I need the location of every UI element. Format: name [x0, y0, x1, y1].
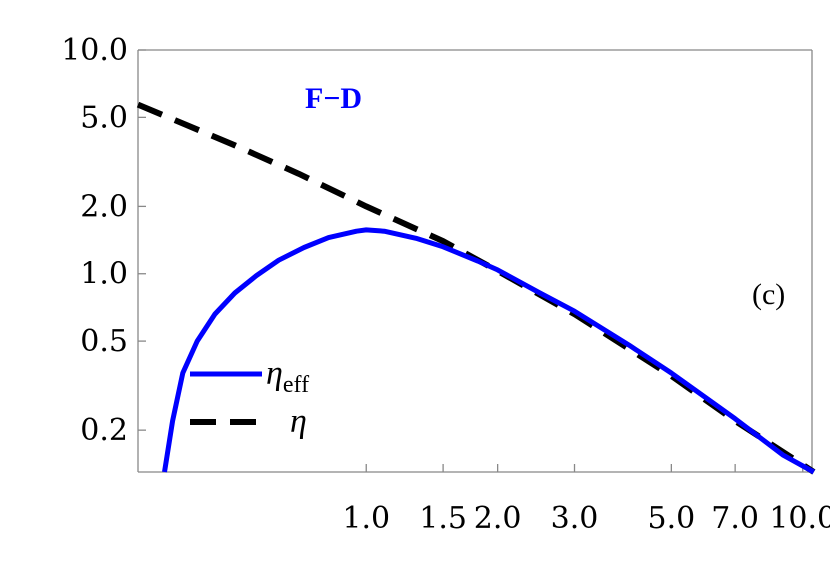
- legend-label-eta-eff: ηeff: [266, 355, 309, 398]
- series-layer: [136, 101, 816, 475]
- chart-title: F−D: [305, 82, 362, 115]
- x-tick-label: 5.0: [647, 501, 695, 536]
- x-tick-label: 1.0: [342, 501, 390, 536]
- tick-labels-layer: 1.0 1.5 2.0 3.0 5.0 7.0 10.00.20.51.02.05.010.…: [61, 33, 830, 536]
- x-tick-label: 1.5: [419, 501, 467, 536]
- legend-label-eta-eff-symbol: η: [266, 355, 283, 392]
- y-tick-label: 5.0: [80, 100, 128, 135]
- x-tick-label: 7.0: [711, 501, 759, 536]
- y-tick-label: 10.0: [61, 33, 128, 68]
- x-tick-label: 10.0: [769, 501, 830, 536]
- plot-frame: [137, 49, 813, 473]
- y-tick-label: 0.2: [80, 413, 128, 448]
- y-tick-label: 2.0: [80, 189, 128, 224]
- legend-label-eta: η: [290, 403, 307, 440]
- legend-label-eta-eff-subscript: eff: [283, 372, 309, 398]
- y-tick-label: 1.0: [80, 257, 128, 292]
- y-tick-label: 0.5: [80, 324, 128, 359]
- x-tick-label: 2.0: [474, 501, 522, 536]
- ticks-layer: [138, 49, 804, 472]
- panel-label: (c): [752, 278, 785, 311]
- x-tick-label: 3.0: [551, 501, 599, 536]
- legend: ηeff η: [190, 355, 309, 440]
- series-line-eta-eff: [162, 227, 816, 475]
